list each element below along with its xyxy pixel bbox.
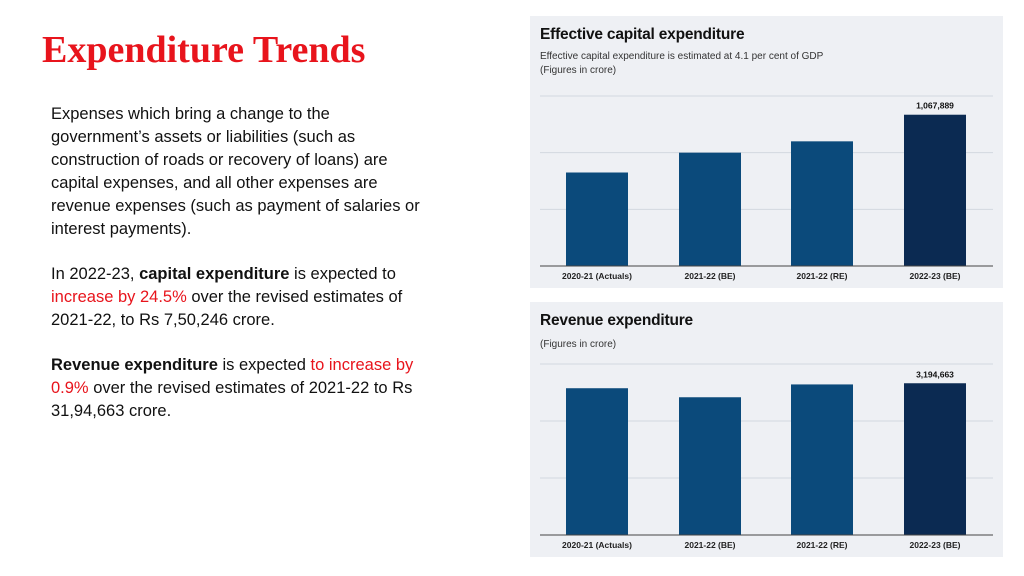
bar-1 [679, 152, 741, 266]
paragraph-definition: Expenses which bring a change to the gov… [51, 105, 420, 238]
text-span: In 2022-23, [51, 265, 140, 283]
paragraph-capital: In 2022-23, capital expenditure is expec… [51, 263, 431, 332]
bar-0 [566, 388, 628, 535]
highlight-text: increase by 24.5% [51, 288, 187, 306]
text-span: over the revised estimates of 2021-22 to… [51, 379, 413, 420]
category-label: 2022-23 (BE) [909, 271, 960, 281]
text-span: is expected [217, 356, 311, 374]
category-label: 2021-22 (BE) [684, 271, 735, 281]
bold-term: Revenue expenditure [51, 356, 218, 374]
chart-plot: 2020-21 (Actuals) 2021-22 (BE) 2021-22 (RE… [540, 363, 993, 550]
data-label: 3,194,663 [916, 369, 954, 379]
paragraph-revenue: Revenue expenditure is expected to incre… [51, 354, 431, 423]
slide-body: Expenses which bring a change to the gov… [51, 103, 431, 445]
bar-1 [679, 397, 741, 535]
chart-title: Effective capital expenditure [540, 26, 745, 43]
chart-units-note: (Figures in crore) [540, 339, 617, 350]
bar-3 [904, 114, 966, 266]
highlight-text: to increase by 0.9% [51, 356, 414, 397]
text-span: is expected to [289, 265, 396, 283]
bar-2 [791, 384, 853, 535]
chart-subtitle: Effective capital expenditure is estimat… [540, 51, 824, 62]
category-label: 2021-22 (BE) [684, 540, 735, 550]
bar-3 [904, 383, 966, 535]
chart-units-note: (Figures in crore) [540, 65, 617, 76]
category-label: 2020-21 (Actuals) [562, 540, 632, 550]
revenue-expenditure-chart: 2020-21 (Actuals) 2021-22 (BE) 2021-22 (RE… [530, 302, 1003, 557]
category-label: 2022-23 (BE) [909, 540, 960, 550]
capital-expenditure-chart: 2020-21 (Actuals) 2021-22 (BE) 2021-22 (RE… [530, 16, 1003, 288]
data-label: 1,067,889 [916, 101, 954, 111]
chart-title: Revenue expenditure [540, 312, 693, 329]
category-label: 2021-22 (RE) [796, 540, 847, 550]
slide-title: Expenditure Trends [42, 29, 366, 71]
category-label: 2020-21 (Actuals) [562, 271, 632, 281]
category-label: 2021-22 (RE) [796, 271, 847, 281]
bar-2 [791, 141, 853, 266]
bar-0 [566, 172, 628, 266]
text-span: over the revised estimates of 2021-22, t… [51, 288, 403, 329]
chart-plot: 2020-21 (Actuals) 2021-22 (BE) 2021-22 (RE… [540, 95, 993, 281]
bold-term: capital expenditure [139, 265, 290, 283]
